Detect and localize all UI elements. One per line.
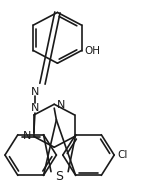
Text: N: N (31, 87, 39, 96)
Text: N: N (57, 100, 65, 110)
Text: Cl: Cl (117, 150, 128, 160)
Text: S: S (56, 170, 64, 183)
Text: N: N (23, 131, 32, 142)
Text: OH: OH (85, 45, 101, 56)
Text: N: N (31, 103, 39, 113)
